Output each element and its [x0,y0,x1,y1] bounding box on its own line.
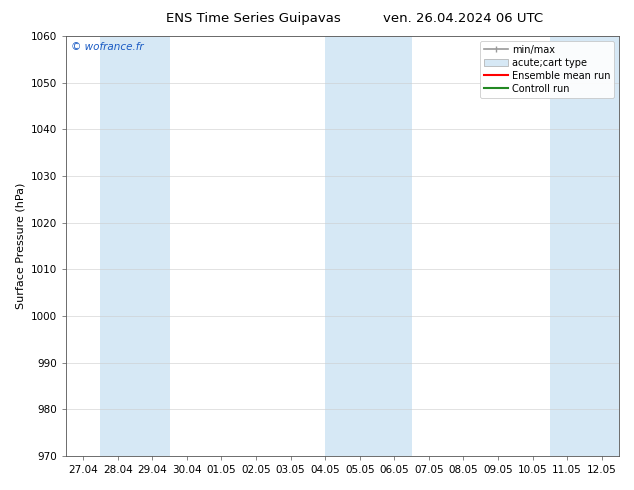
Text: © wofrance.fr: © wofrance.fr [72,43,144,52]
Text: ven. 26.04.2024 06 UTC: ven. 26.04.2024 06 UTC [383,12,543,25]
Bar [100,36,169,456]
Text: ENS Time Series Guipavas: ENS Time Series Guipavas [166,12,341,25]
Bar [325,36,411,456]
Bar [550,36,619,456]
Y-axis label: Surface Pressure (hPa): Surface Pressure (hPa) [15,183,25,309]
Legend: min/max, acute;cart type, Ensemble mean run, Controll run: min/max, acute;cart type, Ensemble mean … [480,41,614,98]
